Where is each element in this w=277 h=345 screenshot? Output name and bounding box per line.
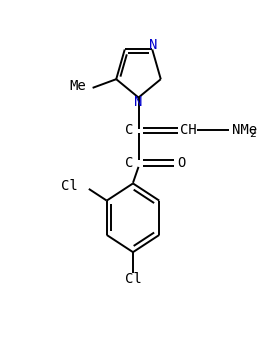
Text: C: C	[125, 156, 134, 170]
Text: N: N	[134, 95, 142, 109]
Text: NMe: NMe	[232, 123, 257, 137]
Text: Me: Me	[69, 79, 86, 93]
Text: 2: 2	[250, 129, 256, 139]
Text: O: O	[177, 156, 185, 170]
Text: Cl: Cl	[125, 272, 141, 286]
Text: CH: CH	[180, 123, 196, 137]
Text: Cl: Cl	[61, 179, 78, 194]
Text: C: C	[125, 123, 134, 137]
Text: N: N	[149, 38, 157, 52]
